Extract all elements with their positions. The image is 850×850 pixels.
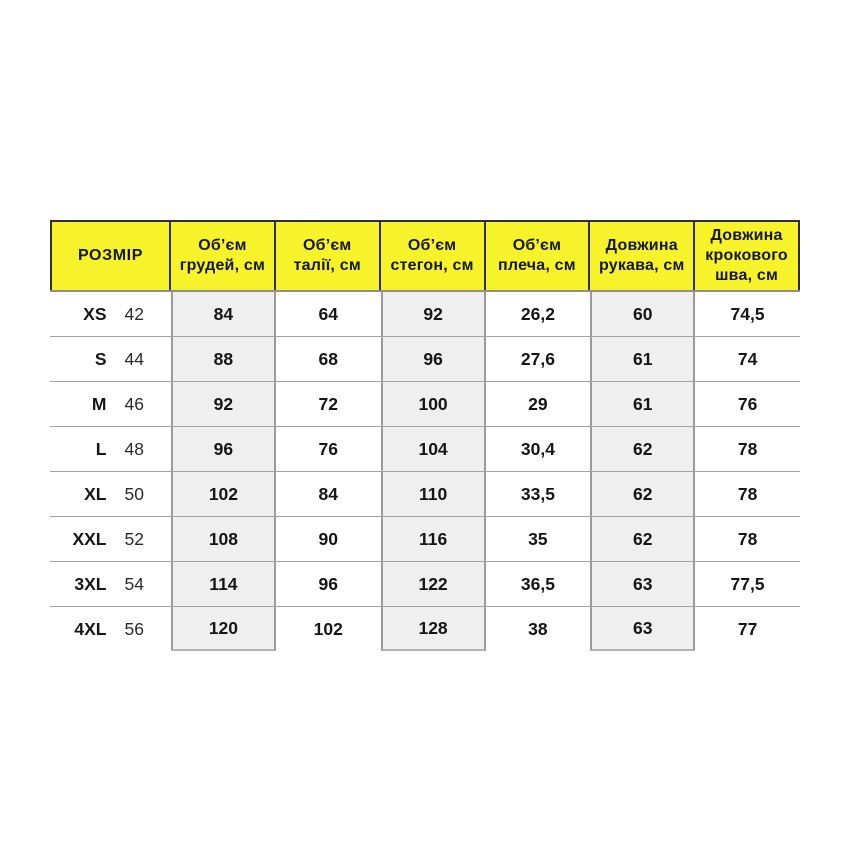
value-cell: 120	[171, 607, 276, 651]
value-cell: 74	[695, 337, 800, 381]
size-number: 52	[124, 528, 144, 549]
value-cell: 84	[275, 472, 381, 516]
value-cell: 61	[590, 337, 696, 381]
table-row: S 44 88 68 96 27,6 61 74	[50, 336, 800, 381]
column-header: Об’єм талії, см	[275, 222, 381, 290]
value-cell: 62	[590, 517, 696, 561]
table-row: M 46 92 72 100 29 61 76	[50, 381, 800, 426]
value-cell: 104	[380, 427, 486, 471]
table-row: XXL 52 108 90 116 35 62 78	[50, 516, 800, 561]
size-label: M	[91, 393, 107, 414]
table-row: XL 50 102 84 110 33,5 62 78	[50, 471, 800, 516]
value-cell: 96	[275, 562, 381, 606]
column-header: Довжина крокового шва, см	[695, 222, 800, 290]
size-label: XL	[84, 483, 107, 504]
size-label: L	[95, 438, 107, 459]
value-cell: 96	[380, 337, 486, 381]
size-number: 54	[124, 573, 144, 594]
value-cell: 35	[485, 517, 591, 561]
size-cell: M 46	[50, 382, 171, 426]
value-cell: 108	[171, 517, 276, 561]
value-cell: 76	[695, 382, 800, 426]
value-cell: 62	[590, 427, 696, 471]
size-label: XXL	[72, 528, 107, 549]
size-label: S	[94, 348, 107, 369]
column-header: Об’єм стегон, см	[380, 222, 486, 290]
value-cell: 62	[590, 472, 696, 516]
value-cell: 29	[485, 382, 591, 426]
value-cell: 63	[590, 562, 696, 606]
value-cell: 84	[171, 292, 276, 336]
table-row: L 48 96 76 104 30,4 62 78	[50, 426, 800, 471]
value-cell: 78	[695, 517, 800, 561]
value-cell: 63	[590, 607, 696, 651]
value-cell: 26,2	[485, 292, 591, 336]
table-row: 3XL 54 114 96 122 36,5 63 77,5	[50, 561, 800, 606]
size-number: 44	[124, 348, 144, 369]
size-number: 46	[124, 393, 144, 414]
value-cell: 77	[695, 607, 800, 651]
value-cell: 64	[275, 292, 381, 336]
value-cell: 92	[171, 382, 276, 426]
column-header: Довжина рукава, см	[590, 222, 696, 290]
value-cell: 77,5	[695, 562, 800, 606]
size-cell: 3XL 54	[50, 562, 171, 606]
value-cell: 36,5	[485, 562, 591, 606]
value-cell: 92	[380, 292, 486, 336]
size-number: 56	[124, 618, 144, 639]
value-cell: 88	[171, 337, 276, 381]
value-cell: 38	[485, 607, 591, 651]
size-label: 3XL	[74, 573, 107, 594]
table-body: XS 42 84 64 92 26,2 60 74,5 S 44 88 68 96 27,6 61 74 M 46…	[50, 292, 800, 651]
table-row: 4XL 56 120 102 128 38 63 77	[50, 606, 800, 651]
value-cell: 110	[380, 472, 486, 516]
value-cell: 33,5	[485, 472, 591, 516]
value-cell: 30,4	[485, 427, 591, 471]
value-cell: 76	[275, 427, 381, 471]
column-header: Об’єм грудей, см	[171, 222, 276, 290]
value-cell: 114	[171, 562, 276, 606]
value-cell: 74,5	[695, 292, 800, 336]
column-header-size: РОЗМІР	[50, 222, 171, 290]
value-cell: 27,6	[485, 337, 591, 381]
size-number: 48	[124, 438, 144, 459]
value-cell: 122	[380, 562, 486, 606]
size-cell: 4XL 56	[50, 607, 171, 651]
value-cell: 68	[275, 337, 381, 381]
size-number: 42	[124, 303, 144, 324]
value-cell: 72	[275, 382, 381, 426]
value-cell: 90	[275, 517, 381, 561]
value-cell: 96	[171, 427, 276, 471]
size-cell: XS 42	[50, 292, 171, 336]
size-cell: L 48	[50, 427, 171, 471]
size-cell: S 44	[50, 337, 171, 381]
table-header-row: РОЗМІР Об’єм грудей, см Об’єм талії, см Об…	[50, 220, 800, 292]
value-cell: 128	[380, 607, 486, 651]
size-cell: XXL 52	[50, 517, 171, 561]
value-cell: 116	[380, 517, 486, 561]
value-cell: 61	[590, 382, 696, 426]
value-cell: 78	[695, 427, 800, 471]
value-cell: 60	[590, 292, 696, 336]
size-label: 4XL	[74, 618, 107, 639]
table-row: XS 42 84 64 92 26,2 60 74,5	[50, 292, 800, 336]
value-cell: 78	[695, 472, 800, 516]
column-header: Об’єм плеча, см	[485, 222, 591, 290]
size-number: 50	[124, 483, 144, 504]
value-cell: 100	[380, 382, 486, 426]
size-chart-table: РОЗМІР Об’єм грудей, см Об’єм талії, см Об…	[50, 220, 800, 651]
value-cell: 102	[171, 472, 276, 516]
size-cell: XL 50	[50, 472, 171, 516]
size-label: XS	[83, 303, 107, 324]
value-cell: 102	[275, 607, 381, 651]
